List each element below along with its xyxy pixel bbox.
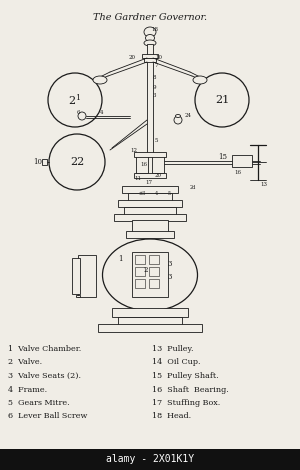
Text: 4  Frame.: 4 Frame. bbox=[8, 385, 47, 393]
Bar bbox=[135, 267, 145, 276]
Text: 3  Valve Seats (2).: 3 Valve Seats (2). bbox=[8, 372, 81, 380]
Text: 7: 7 bbox=[155, 63, 158, 68]
Ellipse shape bbox=[193, 76, 207, 84]
Ellipse shape bbox=[176, 115, 181, 118]
Bar bbox=[76, 295, 80, 297]
Bar bbox=[78, 255, 96, 297]
Text: alamy - 2X01K1Y: alamy - 2X01K1Y bbox=[106, 454, 194, 464]
Text: 2d: 2d bbox=[190, 185, 196, 190]
Bar bbox=[142, 54, 158, 58]
Text: 15  Pulley Shaft.: 15 Pulley Shaft. bbox=[152, 372, 219, 380]
Text: 16: 16 bbox=[234, 170, 241, 175]
Bar bbox=[112, 308, 188, 317]
Ellipse shape bbox=[93, 76, 107, 84]
Bar bbox=[98, 324, 202, 332]
Text: 5: 5 bbox=[155, 138, 158, 143]
Bar bbox=[122, 186, 178, 193]
Text: 4: 4 bbox=[100, 110, 103, 115]
Text: 24: 24 bbox=[185, 113, 192, 118]
Circle shape bbox=[195, 73, 249, 127]
Circle shape bbox=[49, 134, 105, 190]
Bar bbox=[149, 255, 159, 264]
Bar bbox=[149, 279, 159, 288]
Bar bbox=[147, 44, 153, 154]
Ellipse shape bbox=[146, 34, 154, 41]
Text: 2: 2 bbox=[144, 266, 148, 274]
Text: 20: 20 bbox=[155, 173, 162, 178]
Text: 3: 3 bbox=[153, 93, 157, 98]
Bar bbox=[232, 155, 252, 167]
Ellipse shape bbox=[144, 27, 156, 37]
Bar bbox=[118, 200, 182, 207]
Bar bbox=[136, 155, 148, 173]
Bar bbox=[132, 220, 168, 232]
Text: 16  Shaft  Bearing.: 16 Shaft Bearing. bbox=[152, 385, 229, 393]
Bar bbox=[114, 214, 186, 221]
Text: 2$^{\mathregular{1}}$: 2$^{\mathregular{1}}$ bbox=[68, 93, 82, 107]
Text: 21: 21 bbox=[215, 95, 229, 105]
Text: 15: 15 bbox=[218, 153, 227, 161]
Text: 1  Valve Chamber.: 1 Valve Chamber. bbox=[8, 345, 81, 353]
Text: 5: 5 bbox=[168, 191, 171, 196]
Text: 3: 3 bbox=[167, 273, 171, 281]
Text: 6  Lever Ball Screw: 6 Lever Ball Screw bbox=[8, 413, 87, 421]
Bar bbox=[128, 193, 172, 201]
Text: 6: 6 bbox=[76, 110, 80, 115]
Text: 18: 18 bbox=[151, 27, 158, 32]
Bar bbox=[126, 231, 174, 238]
Bar bbox=[134, 173, 166, 178]
Text: 1: 1 bbox=[118, 255, 122, 263]
Text: 17: 17 bbox=[145, 180, 152, 185]
Text: 9: 9 bbox=[153, 85, 157, 90]
Bar bbox=[42, 159, 47, 165]
Circle shape bbox=[48, 73, 102, 127]
Bar bbox=[135, 255, 145, 264]
Text: 10: 10 bbox=[155, 55, 162, 60]
Bar bbox=[124, 207, 176, 215]
Bar bbox=[132, 252, 168, 297]
Text: 22: 22 bbox=[70, 157, 84, 167]
Bar bbox=[152, 155, 164, 173]
Text: The Gardner Governor.: The Gardner Governor. bbox=[93, 13, 207, 22]
Text: 11: 11 bbox=[134, 176, 141, 181]
Text: 20: 20 bbox=[129, 55, 136, 60]
Bar bbox=[135, 279, 145, 288]
Text: 13: 13 bbox=[260, 182, 267, 187]
Circle shape bbox=[174, 116, 182, 124]
Ellipse shape bbox=[144, 40, 156, 46]
Bar bbox=[0, 449, 300, 470]
Circle shape bbox=[78, 112, 86, 120]
Bar bbox=[118, 317, 182, 325]
Ellipse shape bbox=[103, 239, 197, 311]
Bar bbox=[144, 58, 156, 62]
Bar bbox=[149, 267, 159, 276]
Text: 2  Valve.: 2 Valve. bbox=[8, 359, 42, 367]
Text: ±3: ±3 bbox=[138, 191, 145, 196]
Text: 13  Pulley.: 13 Pulley. bbox=[152, 345, 194, 353]
Text: 17  Stuffing Box.: 17 Stuffing Box. bbox=[152, 399, 220, 407]
Text: 8: 8 bbox=[153, 75, 157, 80]
Bar bbox=[72, 258, 80, 294]
Text: 5  Gears Mitre.: 5 Gears Mitre. bbox=[8, 399, 70, 407]
Text: 12: 12 bbox=[130, 148, 137, 153]
Text: 14  Oil Cup.: 14 Oil Cup. bbox=[152, 359, 200, 367]
Bar bbox=[134, 152, 166, 157]
Text: 10: 10 bbox=[34, 158, 43, 166]
Text: 18  Head.: 18 Head. bbox=[152, 413, 191, 421]
Text: 16: 16 bbox=[140, 162, 147, 167]
Text: 4: 4 bbox=[155, 191, 158, 196]
Text: 3: 3 bbox=[167, 260, 171, 268]
